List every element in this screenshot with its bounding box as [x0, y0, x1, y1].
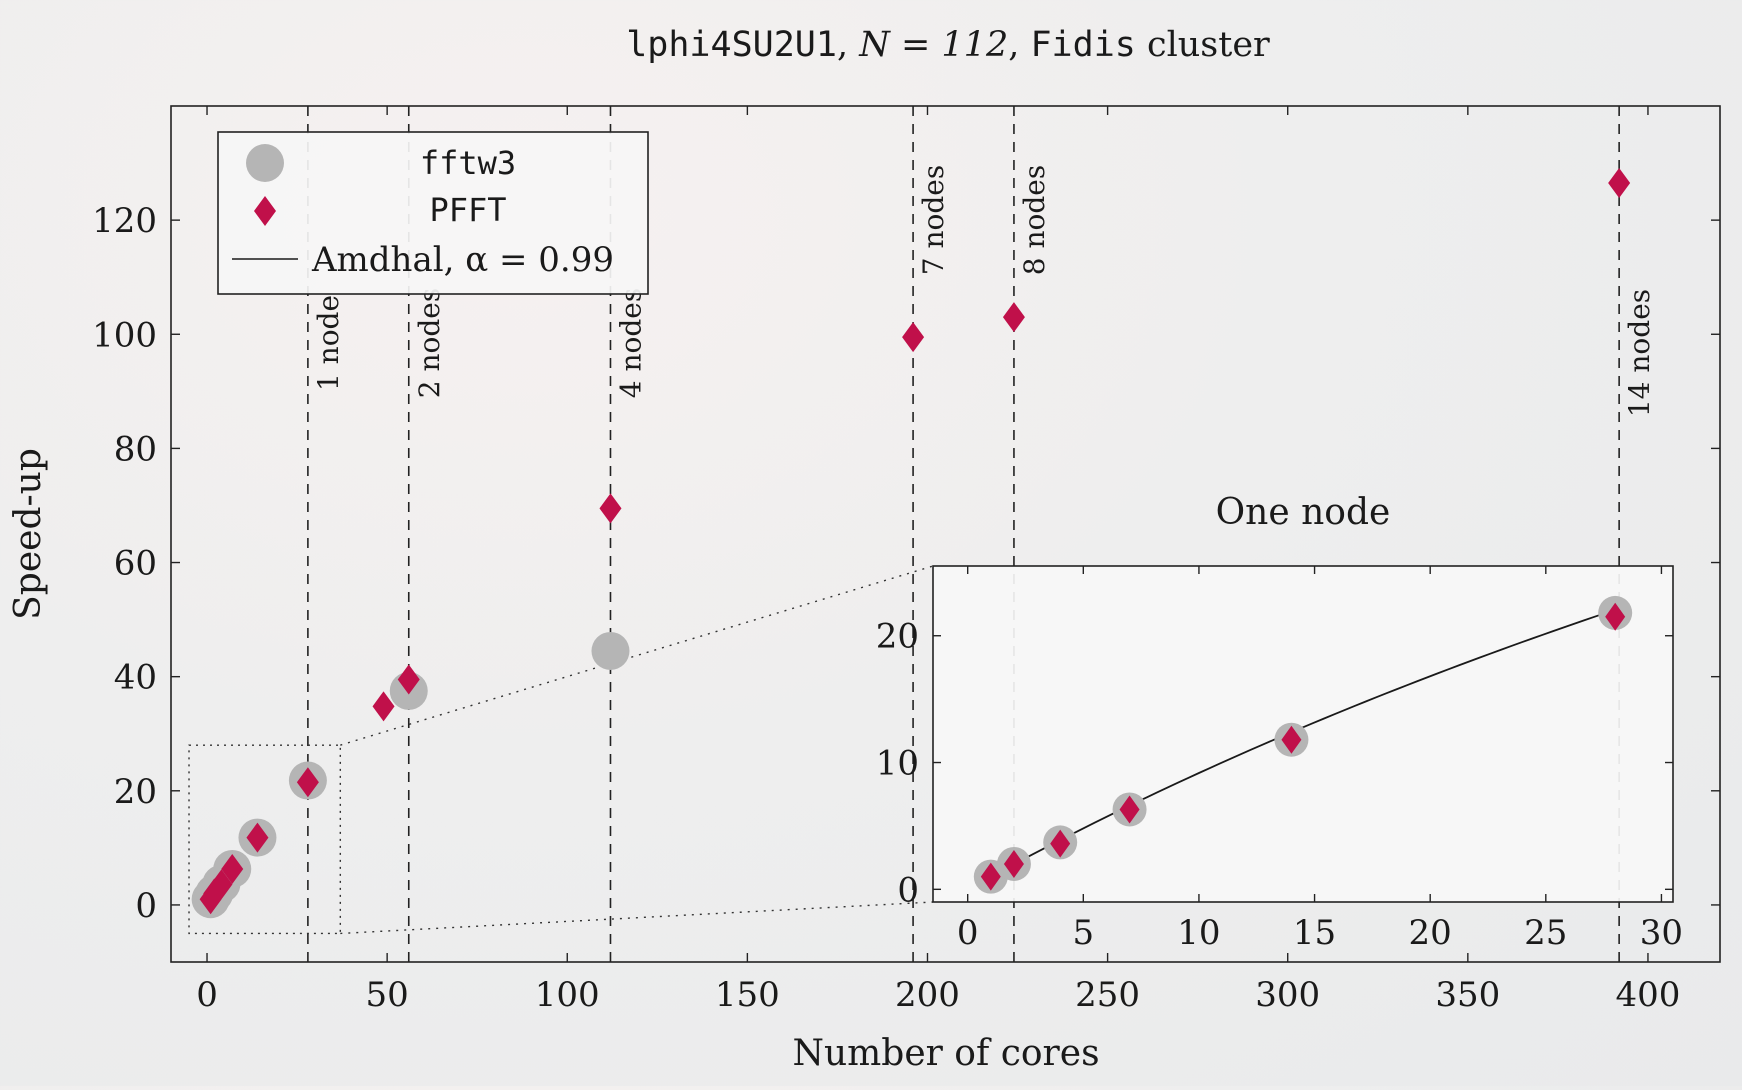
- title-cluster-suffix: cluster: [1136, 25, 1270, 65]
- inset-ticks: 0 5 10 15 20 25 30 0 10 20: [876, 566, 1683, 953]
- x-tick-label: 400: [1616, 975, 1681, 1015]
- inset-x-tick-label: 20: [1409, 913, 1452, 953]
- legend-pfft-label: PFFT: [429, 191, 506, 229]
- x-tick-label: 150: [715, 975, 780, 1015]
- y-tick-label: 80: [114, 429, 157, 469]
- pfft-point: [1608, 168, 1631, 199]
- pfft-point: [221, 853, 244, 884]
- inset-marks: [973, 595, 1633, 894]
- x-tick-label: 0: [196, 975, 218, 1015]
- y-tick-label: 20: [114, 772, 157, 812]
- pfft-point: [210, 869, 233, 900]
- inset-title: One node: [1216, 492, 1391, 533]
- inset-pfft-point: [1003, 849, 1024, 878]
- title-sep2: ,: [1008, 25, 1030, 65]
- x-tick-label: 200: [895, 975, 960, 1015]
- zoom-region-box: [188, 744, 342, 935]
- pfft-point: [397, 664, 420, 695]
- inset-one-node: One node 0 5 10 15 20 25 30 0 10 20: [876, 492, 1683, 953]
- node-label: 8 nodes: [1018, 165, 1051, 275]
- title-code: lphi4SU2U1: [626, 25, 837, 65]
- zoom-connector-bottom: [340, 901, 934, 935]
- pfft-point: [246, 822, 269, 853]
- legend-fftw3-marker: [246, 144, 284, 182]
- main-marks: [191, 168, 1631, 919]
- inset-pfft-point: [1119, 795, 1140, 824]
- legend-fftw3-label: fftw3: [420, 144, 516, 182]
- pfft-point: [296, 767, 319, 798]
- legend: fftw3 PFFT Amdhal, α = 0.99: [217, 131, 649, 295]
- y-tick-label: 60: [114, 544, 157, 584]
- pfft-point: [1002, 302, 1025, 333]
- node-label: 1 node: [312, 295, 345, 391]
- y-tick-label: 120: [92, 201, 157, 241]
- x-axis-label: Number of cores: [792, 1033, 1099, 1074]
- inset-x-tick-label: 30: [1640, 913, 1683, 953]
- y-tick-label: 0: [135, 886, 157, 926]
- node-label: 2 nodes: [413, 288, 446, 398]
- inset-pfft-point: [1605, 602, 1626, 631]
- node-label: 4 nodes: [614, 288, 647, 398]
- title-n: N = 112: [858, 25, 1008, 65]
- title-cluster: Fidis: [1030, 25, 1135, 65]
- node-label: 14 nodes: [1623, 289, 1656, 417]
- x-tick-label: 100: [535, 975, 600, 1015]
- inset-pfft-point: [1281, 725, 1302, 754]
- zoom-connector-top: [340, 565, 934, 746]
- inset-x-tick-label: 10: [1177, 913, 1220, 953]
- title-sep1: ,: [837, 25, 859, 65]
- fftw3-point: [591, 631, 630, 670]
- y-tick-label: 100: [92, 315, 157, 355]
- main-node-lines: 1 node 2 nodes 4 nodes 7 nodes 8 nodes 14 nod…: [307, 106, 1656, 962]
- x-tick-label: 300: [1255, 975, 1320, 1015]
- inset-y-tick-label: 20: [876, 617, 919, 657]
- legend-pfft-marker: [254, 196, 276, 226]
- x-tick-label: 250: [1075, 975, 1140, 1015]
- inset-x-tick-label: 0: [957, 913, 979, 953]
- inset-y-tick-label: 10: [876, 744, 919, 784]
- chart-title: lphi4SU2U1, N = 112, Fidis cluster: [626, 25, 1270, 65]
- main-plot-frame: [170, 105, 1721, 963]
- inset-pfft-point: [980, 862, 1001, 891]
- inset-y-tick-label: 0: [897, 870, 919, 910]
- inset-x-tick-label: 15: [1293, 913, 1336, 953]
- y-axis-label: Speed-up: [8, 448, 49, 620]
- zoom-indicator: [188, 565, 934, 935]
- legend-amdahl-label: Amdhal, α = 0.99: [311, 240, 614, 280]
- y-tick-label: 40: [114, 658, 157, 698]
- inset-x-tick-label: 25: [1524, 913, 1567, 953]
- legend-box: [217, 131, 649, 295]
- x-tick-label: 50: [366, 975, 409, 1015]
- x-tick-label: 350: [1435, 975, 1500, 1015]
- node-label: 7 nodes: [917, 165, 950, 275]
- pfft-point: [372, 691, 395, 722]
- pfft-point: [902, 322, 925, 353]
- pfft-point: [599, 493, 622, 524]
- inset-pfft-point: [1050, 829, 1071, 858]
- inset-x-tick-label: 5: [1072, 913, 1094, 953]
